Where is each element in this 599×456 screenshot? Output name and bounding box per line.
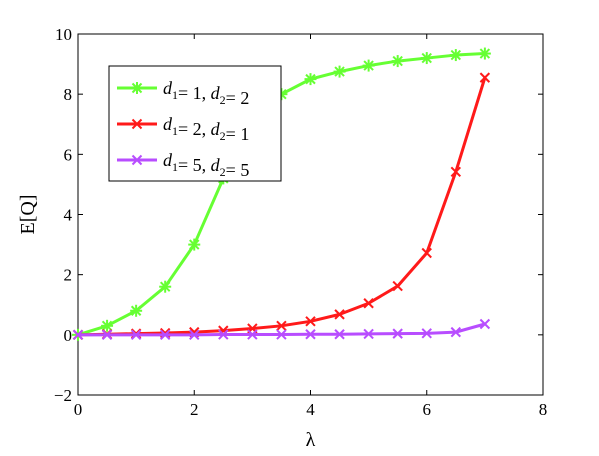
data-point-series-2 [479,72,491,83]
x-tick-label: 0 [74,400,83,419]
data-point-series-1 [188,238,201,251]
data-point-series-2 [421,247,432,259]
legend-item-3: d1= 5, d2= 5 [117,150,249,180]
data-point-series-1 [159,280,172,293]
legend-item-1: d1= 1, d2= 2 [117,78,249,108]
data-point-series-2 [305,316,316,327]
data-point-series-3 [363,328,374,340]
legend-label: d1= 2, d2= 1 [163,114,249,144]
data-point-series-3 [130,329,142,341]
y-tick-label: 0 [64,326,73,345]
data-point-series-2 [276,320,287,332]
x-tick-label: 4 [306,400,315,419]
legend-label: d1= 1, d2= 2 [163,78,249,108]
legend-marker [131,154,143,166]
data-point-series-2 [334,309,345,320]
data-point-series-1 [130,304,143,317]
data-point-series-1 [478,47,491,60]
data-point-series-1 [333,65,346,78]
data-point-series-2 [392,280,403,292]
data-point-series-3 [101,329,113,341]
data-point-series-1 [362,59,375,72]
data-point-series-3 [247,329,258,340]
legend-item-2: d1= 2, d2= 1 [117,114,249,144]
legend: d1= 1, d2= 2 d1= 2, d2= 1 d1= 5, d2= 5 [108,65,282,182]
data-point-series-1 [304,73,317,86]
y-tick-label: 2 [64,266,73,285]
data-point-series-2 [363,298,374,309]
x-tick-label: 6 [423,400,432,419]
y-axis-label: E[Q] [17,195,39,235]
data-point-series-1 [449,49,462,62]
data-point-series-2 [450,166,462,177]
data-point-series-3 [421,328,432,339]
y-tick-label: 8 [64,85,73,104]
data-point-series-3 [392,328,403,339]
y-tick-label: 10 [55,25,72,44]
legend-marker [131,82,143,94]
data-point-series-3 [218,329,229,340]
legend-label: d1= 5, d2= 5 [163,150,249,180]
data-point-series-3 [276,329,287,340]
data-point-series-1 [391,55,404,68]
x-tick-label: 2 [190,400,199,419]
data-point-series-3 [450,326,462,338]
data-point-series-3 [189,329,200,341]
y-tick-label: −2 [54,386,72,405]
y-tick-label: 4 [64,206,73,225]
legend-marker [131,118,143,130]
data-point-series-1 [101,319,114,332]
data-point-series-1 [420,52,433,65]
data-point-series-3 [334,329,345,340]
data-point-series-3 [305,329,316,340]
data-point-series-3 [159,329,171,341]
data-point-series-3 [72,329,84,341]
y-tick-label: 6 [64,145,73,164]
x-axis-label: λ [306,429,316,451]
data-point-series-3 [479,318,491,330]
x-tick-label: 8 [539,400,548,419]
